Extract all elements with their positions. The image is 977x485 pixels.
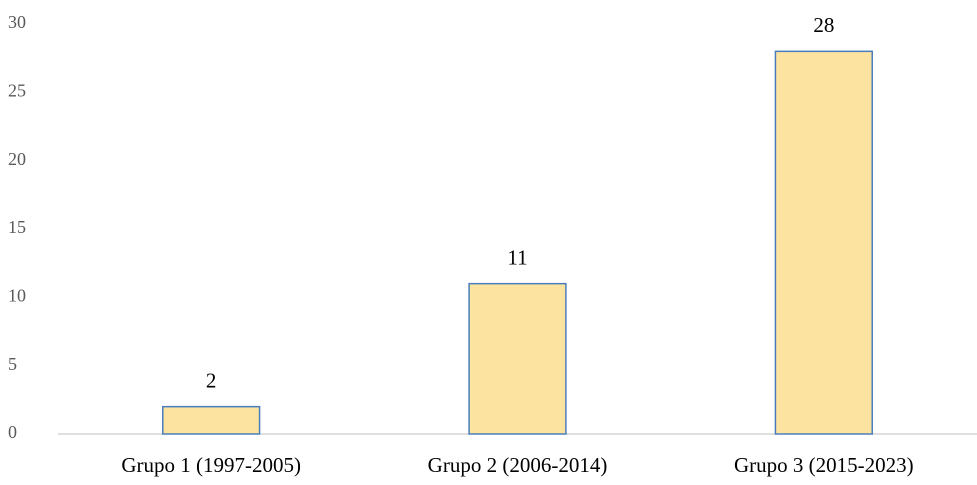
x-tick-label: Grupo 2 (2006-2014): [428, 453, 608, 477]
y-tick-label: 5: [8, 354, 17, 374]
bar: [468, 282, 567, 435]
y-tick-label: 10: [8, 285, 26, 305]
y-tick-label: 20: [8, 149, 26, 169]
bar: [774, 50, 873, 435]
data-label: 2: [206, 368, 217, 392]
x-tick-label: Grupo 3 (2015-2023): [734, 453, 914, 477]
x-tick-label: Grupo 1 (1997-2005): [121, 453, 301, 477]
y-tick-label: 15: [8, 217, 26, 237]
y-tick-label: 0: [8, 422, 17, 442]
data-label: 11: [507, 245, 527, 269]
bar: [162, 405, 261, 435]
data-label: 28: [813, 13, 834, 37]
y-tick-label: 25: [8, 80, 26, 100]
y-tick-label: 30: [8, 12, 26, 32]
